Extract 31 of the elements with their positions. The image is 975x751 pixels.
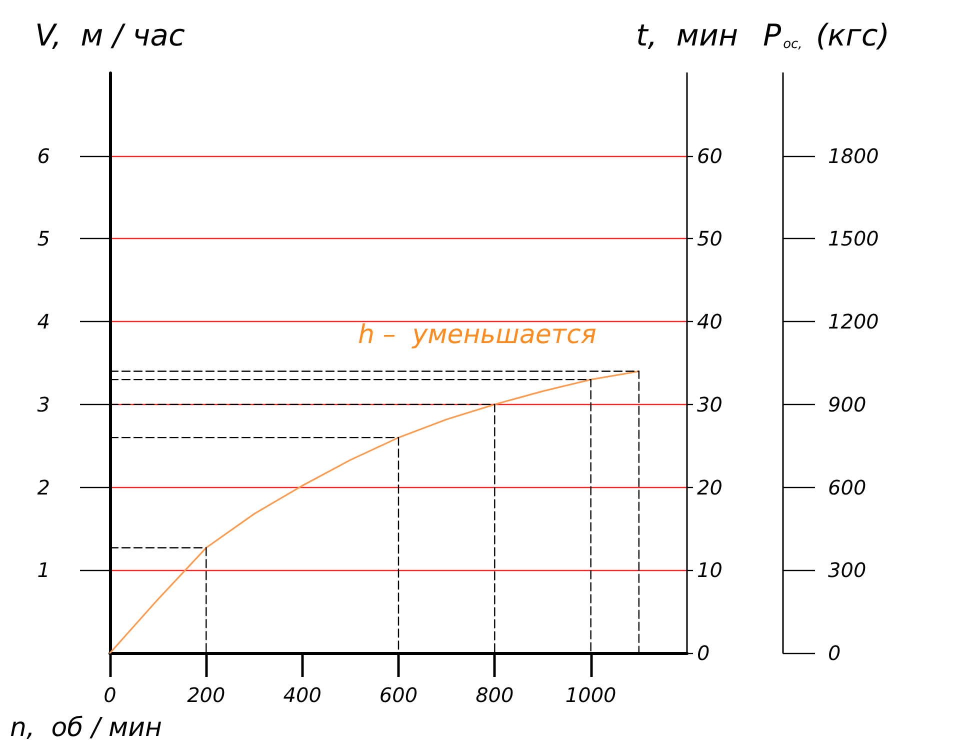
x-tick-label: 200	[187, 683, 226, 707]
y-tick-label: 1	[37, 558, 50, 582]
y2-tick-label: 10	[697, 558, 722, 582]
y2-tick-label: 20	[697, 475, 722, 500]
x-tick-label: 1000	[565, 683, 616, 707]
y-tick-label: 4	[37, 310, 50, 334]
y2-tick-label: 50	[697, 226, 722, 251]
x-tick-label: 400	[283, 683, 322, 707]
x-axis-title: n, об / мин	[10, 713, 162, 743]
y3-tick-label: 1200	[828, 310, 879, 334]
y3-tick-label: 600	[828, 475, 866, 500]
annotation: h – уменьшается	[358, 320, 596, 350]
x-tick-label: 600	[379, 683, 418, 707]
x-tick-label: 800	[476, 683, 514, 707]
y-tick-label: 3	[37, 392, 50, 416]
x-tick-label: 0	[104, 683, 116, 707]
y2-axis-title: t, мин	[636, 18, 738, 54]
y3-tick-label: 0	[828, 641, 841, 665]
y3-axis-title: Pос, (кгс)	[763, 18, 890, 54]
y3-tick-label: 1500	[828, 226, 879, 251]
y-tick-label: 5	[37, 226, 50, 251]
y2-tick-label: 30	[697, 392, 722, 416]
y-tick-label: 6	[37, 144, 50, 168]
y2-tick-label: 0	[697, 641, 710, 665]
y3-tick-label: 900	[828, 392, 866, 416]
y3-tick-label: 1800	[828, 144, 879, 168]
y2-tick-label: 60	[697, 144, 722, 168]
y2-tick-label: 40	[697, 310, 722, 334]
y-tick-label: 2	[37, 475, 50, 500]
y3-tick-label: 300	[828, 558, 866, 582]
y-axis-title: V, м / час	[34, 18, 186, 54]
